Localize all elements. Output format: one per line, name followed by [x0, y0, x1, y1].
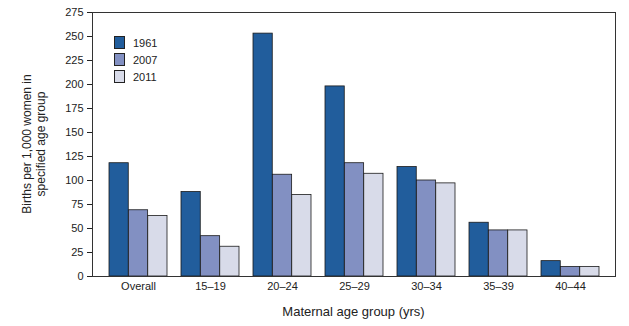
svg-text:150: 150 — [65, 126, 83, 138]
svg-text:25–29: 25–29 — [339, 280, 370, 292]
svg-text:30–34: 30–34 — [411, 280, 442, 292]
svg-text:175: 175 — [65, 102, 83, 114]
svg-text:15–19: 15–19 — [195, 280, 226, 292]
svg-text:200: 200 — [65, 78, 83, 90]
svg-text:40–44: 40–44 — [555, 280, 586, 292]
html-text:2007: 2007 — [133, 53, 158, 66]
html-text:2011: 2011 — [133, 70, 157, 83]
svg-text:275: 275 — [65, 6, 83, 18]
svg-text:125: 125 — [65, 150, 83, 162]
svg-text:50: 50 — [71, 222, 83, 234]
svg-text:100: 100 — [65, 174, 83, 186]
svg-text:250: 250 — [65, 30, 83, 42]
html-text:Maternal age group (yrs): Maternal age group (yrs) — [282, 304, 425, 319]
svg-text:75: 75 — [71, 198, 83, 210]
svg-text:0: 0 — [77, 270, 83, 282]
svg-text:20–24: 20–24 — [267, 280, 298, 292]
html-text:1961: 1961 — [133, 36, 158, 49]
svg-text:25: 25 — [71, 246, 83, 258]
svg-text:35–39: 35–39 — [483, 280, 514, 292]
svg-text:225: 225 — [65, 54, 83, 66]
svg-text:Overall: Overall — [121, 280, 156, 292]
html-text:Births per 1,000 women in spec: Births per 1,000 women in specified age … — [20, 74, 48, 214]
